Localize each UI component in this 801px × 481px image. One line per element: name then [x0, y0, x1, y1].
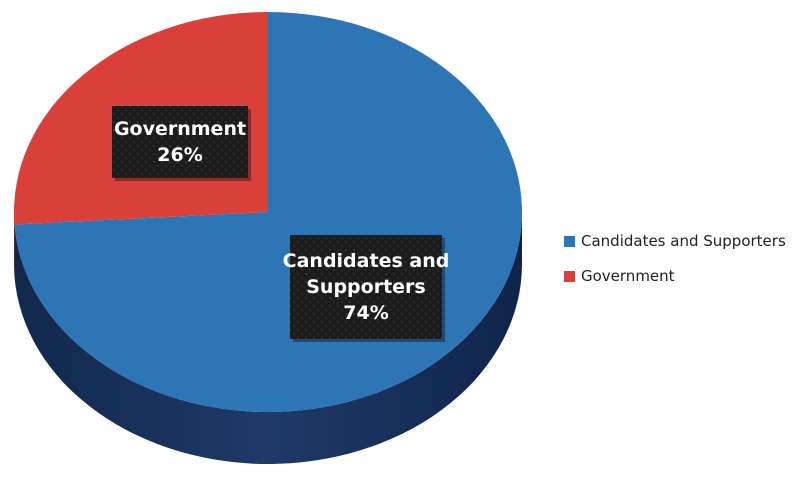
- data-label-text: Government: [114, 118, 246, 140]
- legend-swatch-candidates: [564, 235, 575, 247]
- data-label-text: Supporters: [306, 276, 425, 298]
- legend-item-government: Government: [564, 266, 786, 286]
- legend-label-candidates: Candidates and Supporters: [581, 232, 786, 250]
- legend-item-candidates: Candidates and Supporters: [564, 231, 786, 251]
- pie-side-candidates: [14, 212, 522, 464]
- legend-swatch-government: [564, 270, 575, 282]
- legend-label-government: Government: [581, 267, 675, 285]
- data-label-candidates: Candidates and Supporters 74%: [283, 235, 450, 342]
- data-label-government: Government 26%: [112, 106, 251, 181]
- data-label-text: 26%: [157, 144, 202, 166]
- data-label-text: 74%: [343, 302, 388, 324]
- pie-side-government: [14, 212, 15, 277]
- data-label-text: Candidates and: [283, 250, 450, 272]
- legend: Candidates and Supporters Government: [564, 231, 786, 301]
- data-label-box: [112, 106, 248, 178]
- data-label-box: [290, 235, 442, 339]
